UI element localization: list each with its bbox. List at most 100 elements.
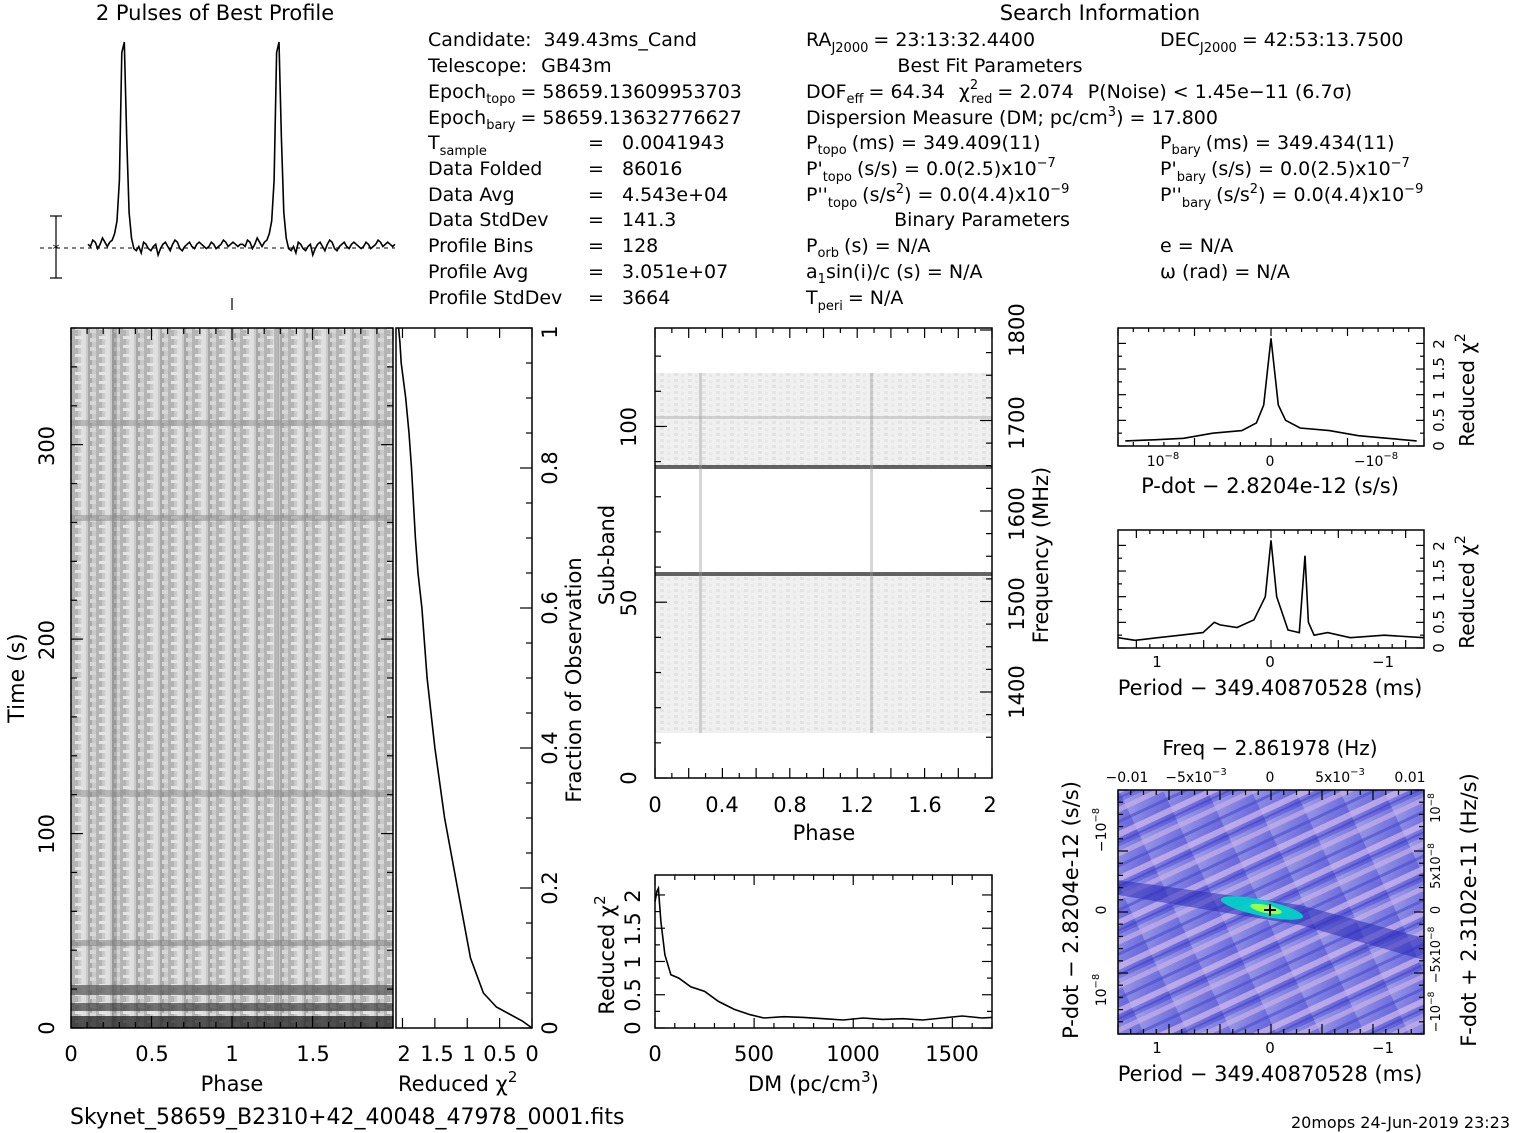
- pp-ytick-2: −10−8: [1091, 808, 1110, 852]
- pdot-ytick-1: 0.5: [1430, 408, 1448, 432]
- pp-y2tick-0: −10−8: [1427, 991, 1444, 1032]
- epoch-topo-label: Epoch: [428, 81, 486, 103]
- chi2-fraction-plot: 2 1.5 1 0.5 0 Reduced χ2 0 0.2 0.4 0.6 0…: [395, 325, 586, 1096]
- pdot-frame: [1117, 327, 1425, 447]
- period-ticks: [1118, 530, 1424, 649]
- pp-ylabel: P-dot − 2.8204e-12 (s/s): [1059, 781, 1083, 1039]
- pp-top-label: Freq − 2.861978 (Hz): [1162, 736, 1377, 760]
- dm-xtick-3: 1500: [925, 1042, 978, 1066]
- ra-sub: J2000: [830, 41, 868, 56]
- svg-text:Ptopo(ms) = 349.409(11): Ptopo (ms) = 349.409(11): [806, 132, 1041, 158]
- svg-text:Dispersion Measure (DM; pc/cm3: Dispersion Measure (DM; pc/cm3) = 17.800: [806, 105, 1218, 129]
- a1sini-rest: sin(i)/c (s) = N/A: [826, 261, 983, 283]
- svg-text:P'topo(s/s) = 0.0(2.5)x10−7: P'topo (s/s) = 0.0(2.5)x10−7: [806, 156, 1056, 185]
- svg-text:RAJ2000= 23:13:32.4400: RAJ2000 = 23:13:32.4400: [806, 29, 1035, 56]
- dm-curve-line: [654, 885, 993, 1021]
- search-info-title: Search Information: [1000, 1, 1200, 25]
- dm-label: Dispersion Measure (DM; pc/cm: [806, 107, 1108, 129]
- sb-ytick-0: 0: [617, 771, 641, 784]
- data-avg-label: Data Avg: [428, 184, 515, 206]
- sb-xtick-2: 0.8: [773, 793, 806, 817]
- pp-dark-ridge: [1118, 880, 1424, 960]
- sb-ylabel: Sub-band: [595, 505, 619, 605]
- svg-text:DECJ2000= 42:53:13.7500: DECJ2000 = 42:53:13.7500: [1160, 29, 1404, 56]
- pdd-bary-sub: bary: [1182, 196, 1212, 211]
- pp-ytick-0: 10−8: [1091, 974, 1110, 1007]
- epoch-bary-sub: bary: [486, 118, 516, 133]
- cf-ytick-3: 0.6: [538, 591, 562, 624]
- eq-7: =: [588, 287, 604, 309]
- dm-ticks: [654, 875, 993, 1029]
- dm-ytick-2: 1: [621, 955, 645, 968]
- pdd-bary-sup: 2: [1250, 182, 1258, 197]
- binary-title: Binary Parameters: [894, 209, 1070, 231]
- pdot-curve-line: [1125, 338, 1417, 442]
- pd-topo-value: (s/s) = 0.0(2.5)x10: [857, 158, 1037, 180]
- dof-sub: eff: [847, 92, 865, 107]
- dm-ytick-0: 0: [621, 1021, 645, 1034]
- tp-xtick-0: 0: [64, 1042, 77, 1066]
- subband-ticks: [654, 328, 993, 779]
- pdot-xtick-1: 0: [1266, 454, 1275, 470]
- pulse-track-2: [274, 328, 279, 1028]
- data-avg-value: 4.543e+04: [622, 184, 728, 206]
- chi2-value: = 2.074: [997, 81, 1073, 103]
- sb-xlabel: Phase: [793, 821, 856, 845]
- candidate-value: 349.43ms_Cand: [544, 29, 697, 51]
- t-sample-value: 0.0041943: [622, 132, 725, 154]
- pdd-topo-exp: −9: [1050, 182, 1069, 197]
- pp-y2label: F-dot + 2.3102e-11 (Hz/s): [1457, 773, 1481, 1047]
- svg-text:Epochtopo= 58659.13609953703: Epochtopo = 58659.13609953703: [428, 81, 742, 107]
- band-d: [71, 940, 393, 946]
- tp-xlabel: Phase: [201, 1072, 264, 1096]
- p-topo-value: (ms) = 349.409(11): [852, 132, 1041, 154]
- pd-topo-sub: topo: [823, 170, 852, 185]
- t-sample-label: T: [427, 132, 440, 154]
- sb-y2tick-1: 1500: [1005, 577, 1029, 630]
- pdd-topo-label: P'': [806, 184, 828, 206]
- pp-y2tick-3: 5x10−8: [1427, 843, 1444, 889]
- ra-value: = 23:13:32.4400: [873, 29, 1035, 51]
- tp-xtick-1: 0.5: [135, 1042, 168, 1066]
- telescope-value: GB43m: [541, 55, 611, 77]
- a1sini-label: a: [806, 261, 818, 283]
- t-peri-label: T: [805, 287, 818, 309]
- time-phase-ticks: [70, 327, 394, 1029]
- svg-text:Porb(s) = N/A: Porb (s) = N/A: [806, 235, 930, 261]
- sb-y2tick-4: 1800: [1005, 303, 1029, 356]
- period-plot: 1 0 −1 Period − 349.40870528 (ms) 0 0.5 …: [1117, 529, 1479, 700]
- data-folded-label: Data Folded: [428, 158, 542, 180]
- svg-text:Tsample: Tsample: [427, 132, 487, 159]
- dark-band-1: [71, 985, 393, 995]
- pdd-topo-sub: topo: [828, 196, 857, 211]
- t-peri-sub: peri: [818, 299, 843, 314]
- dec-value: = 42:53:13.7500: [1242, 29, 1404, 51]
- tp-xtick-3: 1.5: [296, 1042, 329, 1066]
- period-xtick-0: 1: [1152, 653, 1162, 671]
- omega: ω (rad) = N/A: [1160, 261, 1290, 283]
- pdot-xtick-0: 10−8: [1147, 451, 1180, 470]
- pdot-ticks: [1117, 328, 1425, 447]
- profile-stddev-value: 3664: [622, 287, 670, 309]
- period-ytick-1: 0.5: [1430, 610, 1448, 634]
- pdot-plot: 10−8 0 −10−8 P-dot − 2.8204e-12 (s/s) 0 …: [1117, 327, 1479, 498]
- subband-pulse-2: [870, 373, 873, 733]
- tp-ytick-2: 200: [35, 620, 59, 660]
- pp-toptick-4: 0.01: [1394, 770, 1425, 786]
- chi2-sup: 2: [970, 78, 978, 93]
- sb-y2tick-2: 1600: [1005, 487, 1029, 540]
- dm-ytick-3: 1.5: [621, 912, 645, 945]
- tp-ytick-3: 300: [35, 426, 59, 466]
- pdd-bary-value: (s/s: [1216, 184, 1250, 206]
- svg-text:P''topo(s/s2) = 0.0(4.4)x10−9: P''topo (s/s2) = 0.0(4.4)x10−9: [806, 182, 1069, 211]
- sb-xtick-1: 0.4: [705, 793, 738, 817]
- best-fit-title: Best Fit Parameters: [897, 55, 1082, 77]
- pdot-xlabel: P-dot − 2.8204e-12 (s/s): [1141, 474, 1399, 498]
- pdot-ytick-3: 1.5: [1430, 357, 1448, 381]
- epoch-topo-value: = 58659.13609953703: [520, 81, 741, 103]
- data-stddev-value: 141.3: [622, 209, 676, 231]
- pp-y2tick-4: 10−8: [1427, 793, 1444, 823]
- svg-text:P''bary(s/s2) = 0.0(4.4)x10−9: P''bary (s/s2) = 0.0(4.4)x10−9: [1160, 182, 1423, 211]
- pd-bary-exp: −7: [1391, 156, 1410, 171]
- subband-phase-plot: 0 0.4 0.8 1.2 1.6 2 Phase 0 50 100 Sub-b…: [595, 303, 1053, 845]
